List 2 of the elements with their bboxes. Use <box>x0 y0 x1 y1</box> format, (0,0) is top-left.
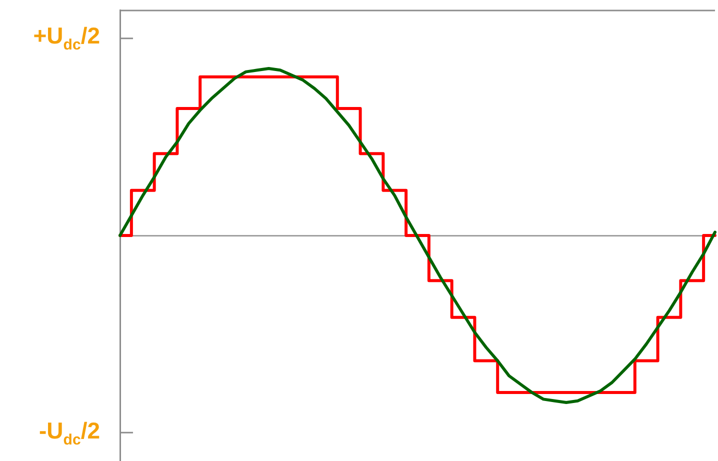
text: +U$_{dc}$/2 <box>33 23 100 54</box>
text: -U$_{dc}$/2 <box>39 417 100 448</box>
